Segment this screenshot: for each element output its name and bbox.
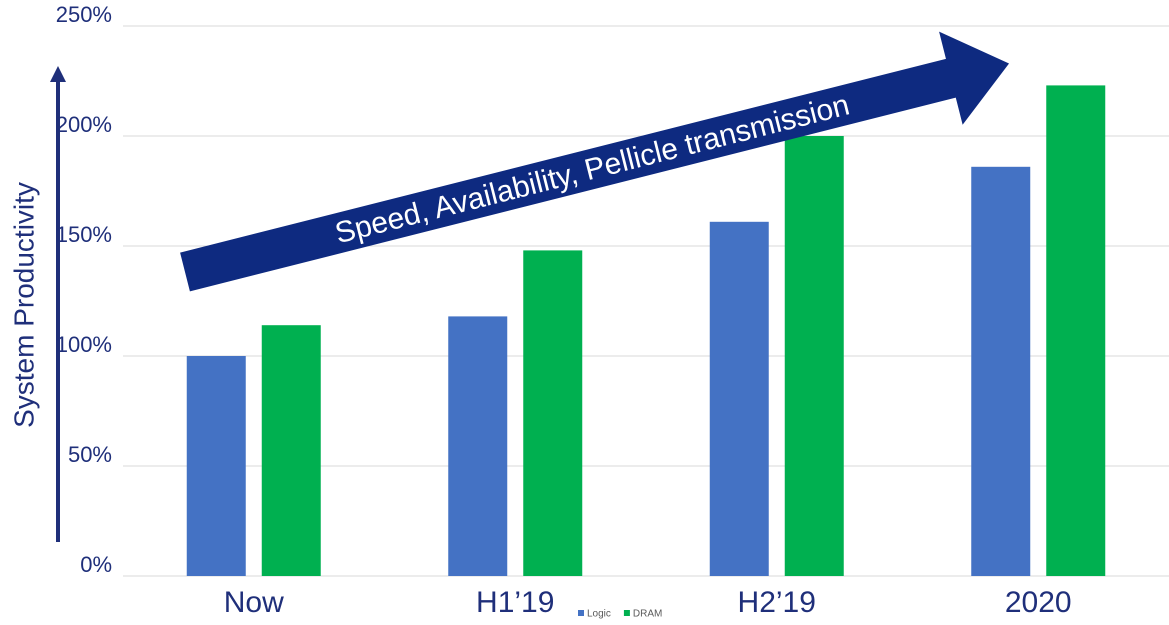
x-tick-label: 2020 [1005, 586, 1072, 619]
y-tick-label: 250% [56, 2, 112, 27]
bar [709, 221, 769, 577]
bar [523, 250, 583, 576]
bar [261, 325, 321, 576]
x-tick-label: Now [224, 586, 284, 619]
bar [784, 136, 844, 576]
y-axis-label: System Productivity [8, 182, 39, 428]
bar [971, 166, 1031, 577]
trend-arrow: Speed, Availability, Pellicle transmissi… [180, 31, 1010, 292]
plot-area: 0% 50% 100% 150% 200% 250% Now H1’19 H2’19 2020 [56, 2, 1169, 619]
y-tick-label: 100% [56, 332, 112, 357]
y-axis-arrow [50, 66, 66, 542]
bar [186, 356, 246, 576]
y-tick-label: 200% [56, 112, 112, 137]
legend-swatch [623, 610, 630, 616]
bar [448, 316, 508, 576]
y-tick-label: 50% [68, 442, 112, 467]
y-tick-label: 0% [80, 552, 112, 577]
x-tick-label: H2’19 [738, 586, 816, 619]
legend-label: Logic [587, 609, 611, 620]
x-tick-label: H1’19 [476, 586, 554, 619]
annotation: Speed, Availability, Pellicle transmissi… [332, 88, 853, 250]
bar [1046, 85, 1106, 577]
legend-swatch [578, 610, 584, 616]
y-tick-label: 150% [56, 222, 112, 247]
legend: Logic DRAM [578, 609, 662, 620]
legend-label: DRAM [633, 609, 662, 620]
